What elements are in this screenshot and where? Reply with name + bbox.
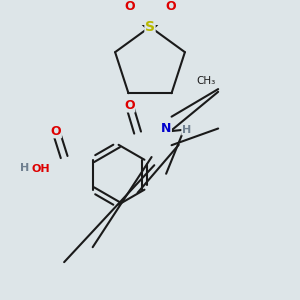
Text: H: H <box>20 163 29 173</box>
Text: N: N <box>161 122 171 135</box>
Text: O: O <box>124 0 135 13</box>
Text: O: O <box>124 99 135 112</box>
Text: H: H <box>182 125 191 135</box>
Text: O: O <box>51 125 61 138</box>
Text: OH: OH <box>32 164 50 174</box>
Text: S: S <box>145 20 155 34</box>
Text: CH₃: CH₃ <box>196 76 215 86</box>
Text: O: O <box>165 0 176 13</box>
